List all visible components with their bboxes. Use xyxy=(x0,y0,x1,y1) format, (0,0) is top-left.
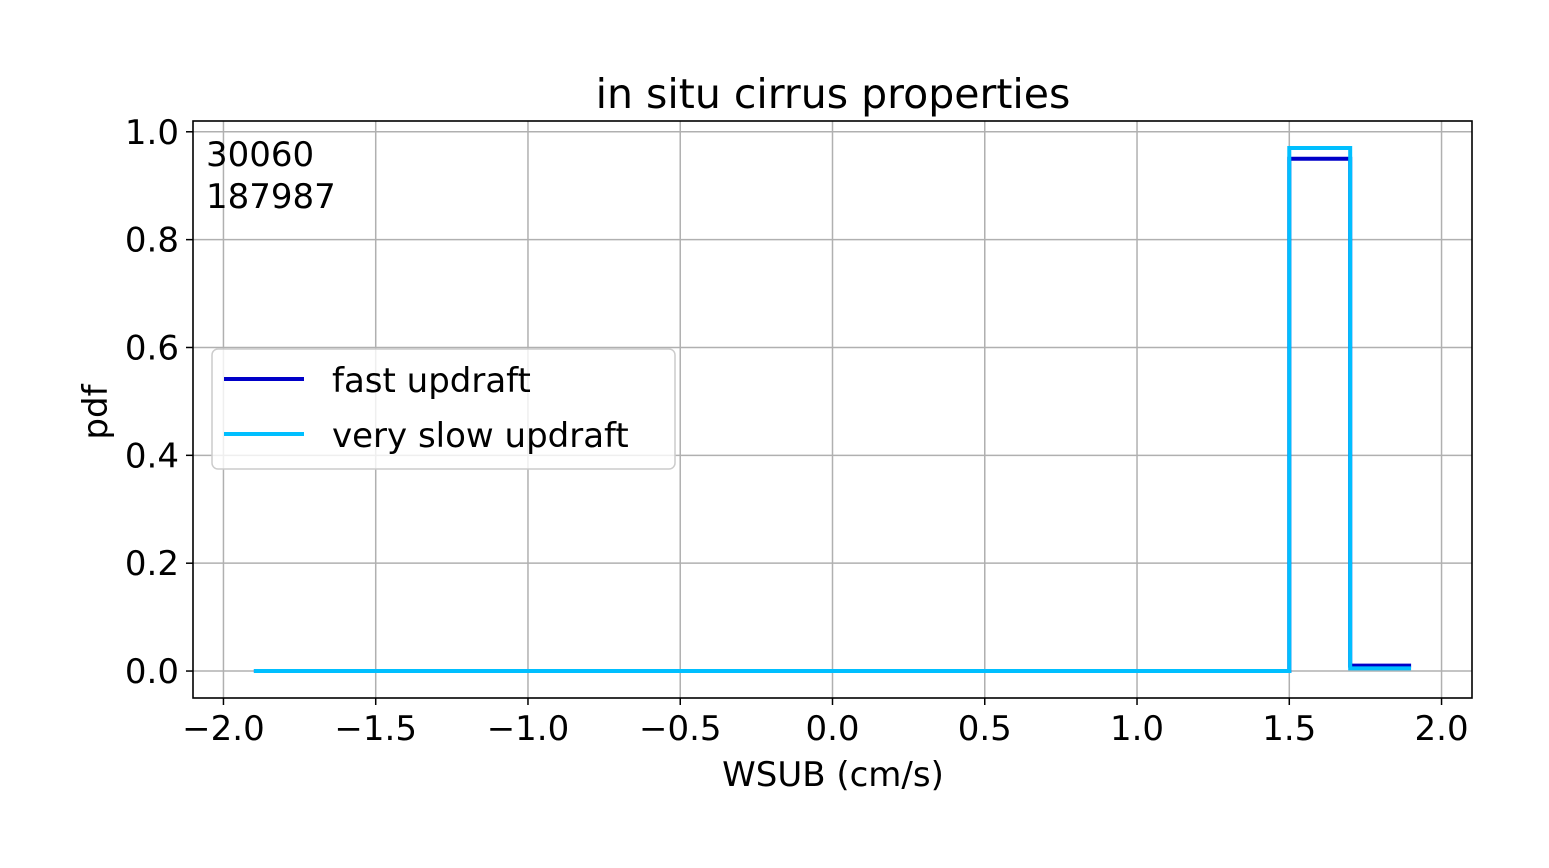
x-tick-label: −2.0 xyxy=(182,709,265,749)
legend-label-fast-updraft: fast updraft xyxy=(332,361,531,401)
x-axis-label: WSUB (cm/s) xyxy=(722,755,944,795)
x-tick-label: 2.0 xyxy=(1415,709,1469,749)
y-tick-label: 0.8 xyxy=(125,221,179,261)
y-tick-label: 1.0 xyxy=(125,113,179,153)
x-tick-label: 1.5 xyxy=(1262,709,1316,749)
x-tick-label: −0.5 xyxy=(639,709,722,749)
chart-title: in situ cirrus properties xyxy=(596,70,1071,118)
y-tick-label: 0.6 xyxy=(125,328,179,368)
legend-box xyxy=(211,348,676,470)
series-line-very-slow-updraft xyxy=(253,145,1412,674)
y-axis-label: pdf xyxy=(76,383,116,439)
legend-label-very-slow-updraft: very slow updraft xyxy=(332,416,629,456)
axis-ticks: −2.0 −1.5 −1.0 −0.5 0.0 0.5 1.0 1.5 2.0 0.0 0.2 0.4… xyxy=(125,113,1469,749)
x-tick-label: 0.0 xyxy=(805,709,859,749)
annotation-count-2: 187987 xyxy=(206,177,336,217)
y-tick-label: 0.4 xyxy=(125,436,179,476)
series-lines xyxy=(253,145,1412,674)
x-tick-label: 1.0 xyxy=(1110,709,1164,749)
annotation-count-1: 30060 xyxy=(206,135,314,175)
legend: fast updraft very slow updraft xyxy=(211,348,676,470)
x-tick-label: −1.0 xyxy=(487,709,570,749)
y-tick-label: 0.2 xyxy=(125,544,179,584)
y-tick-label: 0.0 xyxy=(125,652,179,692)
x-tick-label: −1.5 xyxy=(334,709,417,749)
x-tick-label: 0.5 xyxy=(958,709,1012,749)
